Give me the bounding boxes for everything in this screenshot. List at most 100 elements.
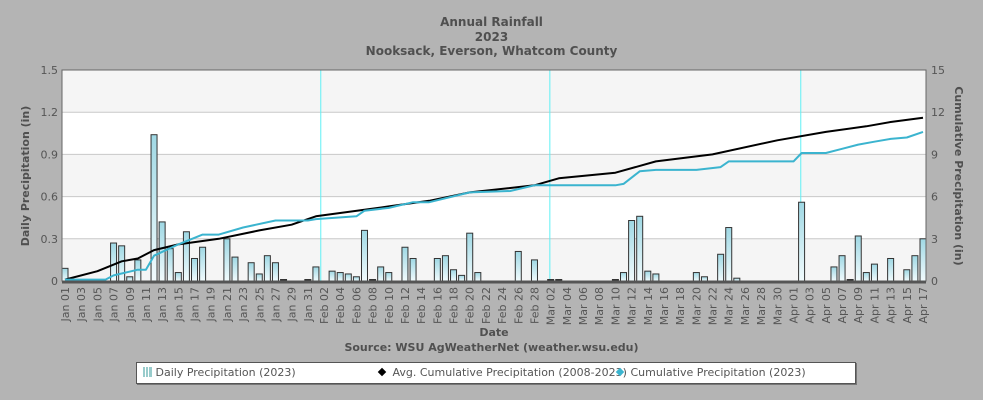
avg-cumulative-line [64, 116, 924, 281]
x-tick-label: Feb 02 [318, 287, 331, 324]
x-tick-label: Mar 18 [674, 287, 687, 325]
precip-bar [385, 272, 393, 282]
y2-tick-label: 15 [931, 64, 945, 77]
precip-bar [887, 257, 895, 282]
precip-bar [255, 273, 263, 282]
x-tick-label: Jan 13 [156, 287, 169, 322]
x-tick-label: Jan 19 [205, 287, 218, 322]
precip-bar [458, 274, 466, 282]
plot-band [62, 112, 926, 155]
x-tick-label: Apr 17 [917, 287, 930, 324]
x-tick-label: Jan 17 [189, 287, 202, 322]
x-tick-label: Apr 09 [852, 287, 865, 324]
chart-title: Annual Rainfall [440, 15, 543, 29]
y-tick-label: 0 [51, 275, 58, 288]
x-tick-label: Apr 11 [868, 287, 881, 324]
x-tick-label: Feb 14 [415, 287, 428, 324]
precip-bar [191, 257, 199, 282]
y-tick-label: 0.3 [41, 233, 59, 246]
x-tick-label: Feb 10 [383, 287, 396, 324]
y2-tick-label: 12 [931, 106, 945, 119]
x-tick-label: Jan 11 [140, 287, 153, 322]
bar-chart-icon [143, 367, 152, 377]
x-tick-label: Feb 04 [334, 287, 347, 324]
x-tick-label: Mar 30 [771, 287, 784, 325]
precip-bar [336, 272, 344, 282]
x-tick-label: Mar 10 [609, 287, 622, 325]
x-tick-label: Apr 15 [901, 287, 914, 324]
x-tick-label: Mar 22 [707, 287, 720, 325]
legend-item-daily[interactable]: Daily Precipitation (2023) [143, 366, 296, 379]
x-tick-label: Jan 23 [237, 287, 250, 322]
x-tick-label: Mar 26 [739, 287, 752, 325]
precip-bar [263, 255, 271, 282]
x-tick-label: Mar 08 [593, 287, 606, 325]
x-tick-label: Jan 03 [75, 287, 88, 322]
precip-bar [692, 272, 700, 282]
x-tick-label: Jan 27 [269, 287, 282, 322]
y-tick-label: 0.6 [41, 191, 59, 204]
x-tick-label: Jan 05 [91, 287, 104, 322]
legend-item-avg-cumulative[interactable]: Avg. Cumulative Precipitation (2008-2023… [377, 366, 627, 379]
precip-bar [441, 255, 449, 282]
precip-bar [870, 263, 878, 282]
x-tick-label: Feb 18 [448, 287, 461, 324]
precip-bar [700, 276, 708, 282]
precip-bar [911, 255, 919, 282]
x-tick-label: Mar 20 [690, 287, 703, 325]
precip-bar [466, 232, 474, 282]
x-tick-label: Apr 05 [820, 287, 833, 324]
precip-bar [450, 269, 458, 282]
precip-bar [652, 273, 660, 282]
precip-bar [199, 246, 207, 282]
diamond-black-icon [377, 367, 387, 377]
precip-bar [798, 201, 806, 282]
x-tick-label: Feb 28 [528, 287, 541, 324]
y2-axis-title: Cumulative Precipitation (in) [952, 86, 965, 265]
precip-bar [530, 259, 538, 282]
x-tick-label: Jan 21 [221, 287, 234, 322]
x-tick-label: Jan 09 [124, 287, 137, 322]
precip-bar [352, 276, 360, 282]
precip-bar [433, 257, 441, 282]
x-tick-label: Feb 16 [431, 287, 444, 324]
x-tick-label: Mar 04 [561, 287, 574, 325]
precip-bar [377, 266, 385, 282]
precip-bar [312, 266, 320, 282]
x-tick-label: Mar 14 [642, 287, 655, 325]
precip-bar [247, 262, 255, 282]
diamond-cyan-icon [615, 367, 625, 377]
precip-bar [854, 235, 862, 282]
x-tick-label: Mar 12 [626, 287, 639, 325]
legend: Daily Precipitation (2023) Avg. Cumulati… [136, 362, 856, 384]
y2-tick-label: 0 [931, 275, 938, 288]
x-tick-label: Apr 13 [885, 287, 898, 324]
x-tick-label: Feb 12 [399, 287, 412, 324]
precip-bar [166, 248, 174, 282]
chart-subtitle-location: Nooksack, Everson, Whatcom County [365, 44, 618, 58]
precip-bar [628, 220, 636, 282]
precip-bar [903, 269, 911, 282]
x-tick-label: Feb 08 [367, 287, 380, 324]
x-tick-label: Feb 22 [480, 287, 493, 324]
precip-bar [636, 215, 644, 282]
x-axis-title: Date [479, 326, 508, 339]
precip-bar [862, 272, 870, 282]
x-tick-label: Feb 26 [512, 287, 525, 324]
y-tick-label: 0.9 [41, 148, 59, 161]
precip-bar [620, 272, 628, 282]
precip-bar [514, 250, 522, 282]
legend-item-cumulative[interactable]: Cumulative Precipitation (2023) [615, 366, 806, 379]
y-tick-label: 1.5 [41, 64, 59, 77]
precip-bar [725, 227, 733, 282]
y2-tick-label: 3 [931, 233, 938, 246]
precip-bar [231, 256, 239, 282]
x-tick-label: Apr 07 [836, 287, 849, 324]
precip-bar [344, 273, 352, 282]
x-tick-label: Apr 01 [787, 287, 800, 324]
precip-bar [126, 276, 134, 282]
chart-subtitle-year: 2023 [474, 30, 509, 44]
x-tick-label: Jan 15 [172, 287, 185, 322]
precip-bar [409, 257, 417, 282]
